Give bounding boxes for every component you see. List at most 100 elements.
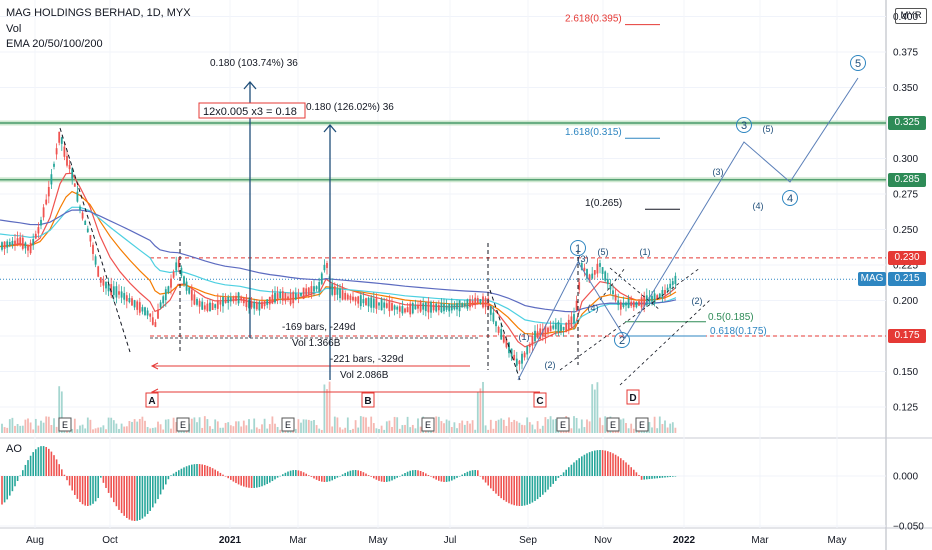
point-label: B <box>364 396 371 407</box>
point-label: A <box>148 396 155 407</box>
volume-bar <box>437 416 440 433</box>
candle-body <box>586 269 588 279</box>
volume-bar <box>196 422 198 433</box>
candle-body <box>167 286 170 293</box>
volume-bar <box>214 419 217 433</box>
candle-body <box>669 283 672 289</box>
candle-body <box>315 286 318 290</box>
candle-body <box>125 295 128 302</box>
volume-bar <box>469 423 471 433</box>
volume-bar <box>372 423 375 433</box>
ao-bar <box>269 476 271 483</box>
price-level-badge[interactable]: 0.285 <box>888 172 926 187</box>
ao-bar <box>651 476 653 479</box>
volume-bar <box>367 426 370 433</box>
ao-bar <box>526 476 528 505</box>
ao-bar <box>625 462 627 476</box>
ao-bar <box>128 476 131 520</box>
candle-body <box>658 293 661 298</box>
candle-body <box>378 302 380 306</box>
candle-body <box>237 292 240 304</box>
formula-text: 12x0.005 x3 = 0.18 <box>203 106 297 118</box>
ao-bar <box>643 476 645 480</box>
volume-bar <box>331 426 334 433</box>
candle-body <box>245 297 248 308</box>
ao-bar <box>152 476 154 508</box>
volume-bar <box>300 422 302 433</box>
price-level-badge[interactable]: 0.325 <box>888 116 926 130</box>
candle-body <box>232 296 235 302</box>
earnings-marker: E <box>285 420 291 430</box>
volume-bar <box>81 424 84 433</box>
ao-bar <box>339 476 341 477</box>
ao-bar <box>445 476 448 482</box>
volume-bar <box>206 419 209 433</box>
volume-bar <box>76 429 79 433</box>
candle-body <box>287 296 289 301</box>
price-level-badge[interactable]: 0.175 <box>888 329 926 343</box>
ao-bar <box>282 474 284 476</box>
volume-legend[interactable]: Vol <box>6 23 22 35</box>
ao-bar <box>648 476 651 480</box>
price-level-badge[interactable]: 0.230 <box>888 250 926 265</box>
last-price-badge[interactable]: 0.215 <box>888 272 926 287</box>
ao-bar <box>575 460 578 476</box>
measure-arrow-head <box>323 124 337 133</box>
ao-bar <box>271 476 274 482</box>
ao-bar <box>206 465 209 476</box>
candle-body <box>250 302 253 308</box>
volume-bar <box>461 420 464 433</box>
wave-circle-1 <box>570 240 586 256</box>
ao-bar <box>318 476 320 481</box>
volume-bar <box>258 428 261 433</box>
candle-body <box>198 300 201 307</box>
symbol-title[interactable]: MAG HOLDINGS BERHAD, 1D, MYX <box>6 7 191 19</box>
volume-bar <box>492 428 495 433</box>
candle-body <box>235 295 237 301</box>
ao-bar <box>55 459 58 476</box>
last-price-symbol-badge[interactable]: MAG <box>858 272 886 287</box>
candle-body <box>515 358 518 366</box>
volume-bar <box>513 419 516 433</box>
candle-body <box>323 264 326 271</box>
candle-body <box>445 305 448 310</box>
volume-bar <box>391 426 393 433</box>
candle-body <box>159 302 162 308</box>
ao-bar <box>196 464 198 476</box>
ao-bar <box>35 449 37 476</box>
ema-legend[interactable]: EMA 20/50/100/200 <box>6 38 103 50</box>
ao-title: AO <box>6 443 22 455</box>
volume-bar <box>190 418 193 433</box>
ao-bar <box>352 470 354 476</box>
ao-bar <box>419 471 422 476</box>
ao-bar <box>328 476 331 482</box>
volume-bar <box>323 384 326 433</box>
candle-body <box>55 148 58 155</box>
ao-bar <box>74 476 76 495</box>
ao-bar <box>165 476 167 485</box>
volume-bar <box>619 419 622 433</box>
candle-body <box>300 292 302 296</box>
candle-body <box>406 307 409 313</box>
volume-bar <box>518 422 521 433</box>
ao-bar <box>326 476 328 482</box>
wave-circle-3 <box>736 117 752 133</box>
ao-bar <box>656 476 658 479</box>
x-tick-label: Nov <box>594 535 612 546</box>
candle-body <box>193 294 196 305</box>
volume-bar <box>279 429 282 433</box>
volume-bar <box>336 417 339 433</box>
earnings-marker: E <box>180 420 186 430</box>
volume-bar <box>362 416 365 433</box>
ao-bar <box>313 476 315 479</box>
ao-bar <box>237 476 240 485</box>
ao-bar <box>583 454 586 476</box>
candle-body <box>557 322 560 333</box>
volume-bar <box>138 418 141 433</box>
candle-body <box>632 301 635 308</box>
candle-body <box>367 297 370 307</box>
ao-bar <box>276 476 279 478</box>
currency-badge[interactable]: MYR <box>895 8 927 24</box>
ao-bar <box>404 473 406 476</box>
